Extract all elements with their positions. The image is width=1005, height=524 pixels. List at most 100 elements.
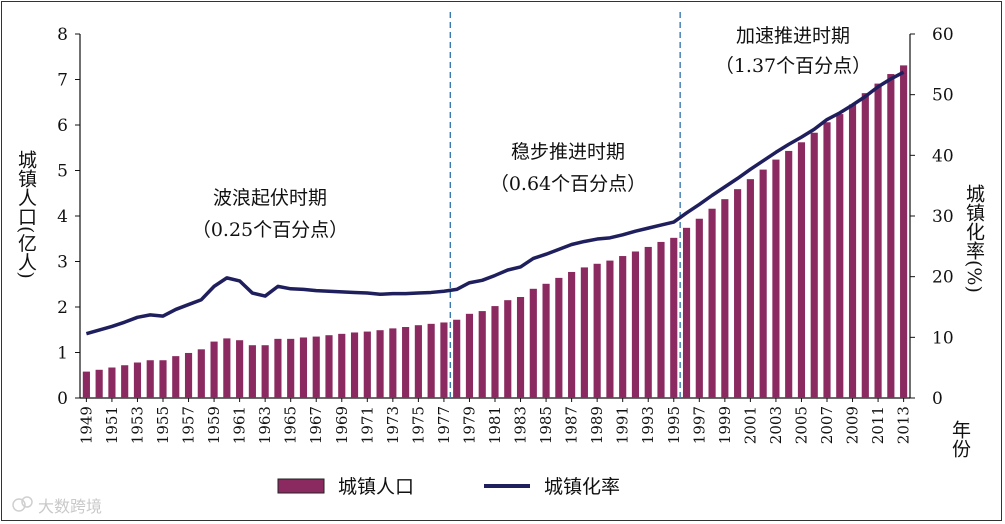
x-tick-label: 1999 (716, 406, 734, 444)
bar-1986 (555, 277, 563, 398)
x-tick-label: 1973 (384, 406, 402, 444)
bar-1953 (133, 362, 142, 398)
x-tick-label: 1955 (154, 406, 172, 444)
watermark-logo-icon-2 (21, 496, 33, 508)
x-tick-label: 1977 (435, 406, 453, 444)
bar-1954 (146, 360, 154, 398)
x-tick-label: 1981 (486, 406, 504, 444)
bar-1985 (542, 283, 550, 398)
bar-1955 (159, 360, 167, 398)
bar-1973 (389, 328, 397, 398)
bar-1950 (95, 369, 103, 398)
x-tick-label: 1975 (409, 406, 427, 444)
x-tick-label: 1963 (256, 406, 274, 444)
bar-1996 (682, 227, 691, 398)
x-tick-label: 2005 (792, 406, 810, 444)
bar-1972 (376, 330, 384, 398)
annotation-3-sub: （1.37个百分点） (715, 55, 871, 77)
bar-1971 (363, 331, 371, 398)
bar-1960 (223, 338, 231, 398)
bar-1981 (491, 306, 499, 398)
bar-1968 (325, 335, 333, 398)
annotation-1-title: 波浪起伏时期 (213, 187, 327, 209)
left-tick-label: 1 (57, 344, 68, 364)
period-dividers (449, 12, 681, 398)
bar-1983 (516, 296, 525, 398)
bar-1994 (657, 241, 665, 398)
x-tick-label: 1995 (665, 406, 683, 444)
x-tick-label: 1953 (128, 406, 146, 444)
bar-1989 (593, 263, 601, 398)
right-tick-label: 60 (932, 25, 954, 45)
x-tick-label: 1965 (282, 406, 300, 444)
bar-1984 (529, 288, 537, 398)
bar-1988 (580, 267, 588, 398)
x-tick-label: 1971 (358, 406, 376, 444)
bar-1963 (261, 345, 269, 398)
bar-2010 (861, 93, 869, 399)
watermark-logo-icon (12, 498, 26, 512)
bar-1997 (695, 218, 703, 398)
x-tick-label: 1993 (639, 406, 657, 444)
bar-1990 (606, 260, 614, 398)
legend-bar-label: 城镇人口 (338, 476, 414, 498)
bar-1965 (287, 338, 295, 398)
bar-2012 (887, 74, 895, 398)
x-tick-label: 1991 (614, 406, 632, 444)
x-tick-label: 1969 (333, 406, 351, 444)
x-tick-label: 1961 (231, 406, 249, 444)
watermark: 大数跨境 (12, 496, 102, 516)
bar-1978 (453, 319, 461, 398)
left-tick-label: 2 (57, 298, 68, 318)
bar-1992 (631, 251, 640, 398)
x-tick-label: 1989 (588, 406, 606, 444)
bar-1979 (465, 313, 474, 398)
bar-2009 (848, 104, 857, 399)
x-tick-label: 2009 (844, 406, 862, 444)
line-group (85, 70, 905, 336)
bar-1977 (440, 322, 448, 398)
annotation-3-title: 加速推进时期 (736, 25, 850, 47)
x-tick-label: 1997 (690, 406, 708, 444)
x-tick-label: 1987 (563, 406, 581, 444)
left-tick-label: 5 (57, 162, 68, 182)
bar-1974 (402, 327, 410, 398)
left-tick-label: 8 (57, 25, 68, 45)
bar-1993 (644, 246, 652, 398)
bar-1951 (108, 367, 116, 398)
bar-1957 (184, 352, 193, 398)
bar-1999 (721, 199, 729, 398)
bar-1970 (350, 332, 359, 398)
bar-1949 (82, 371, 90, 398)
bar-1961 (236, 340, 244, 398)
annotation-1-sub: （0.25个百分点） (192, 219, 348, 241)
annotation-2-sub: （0.64个百分点） (490, 173, 646, 195)
right-tick-label: 50 (932, 86, 954, 106)
x-tick-label: 2003 (767, 406, 785, 444)
x-tick-label: 1957 (180, 406, 198, 444)
x-tick-label: 2001 (741, 406, 759, 444)
bar-2006 (810, 132, 818, 399)
left-axis-label: 城镇人口(亿人) (15, 150, 37, 279)
bar-2013 (900, 65, 908, 398)
x-tick-label: 1979 (460, 406, 478, 444)
x-tick-label: 1967 (307, 406, 325, 444)
bar-1991 (619, 256, 627, 398)
bar-2002 (759, 169, 767, 398)
right-tick-label: 20 (932, 268, 954, 288)
bar-1975 (414, 325, 422, 398)
annotation-2-title: 稳步推进时期 (511, 141, 625, 163)
bar-1982 (504, 300, 512, 398)
x-tick-label: 2013 (895, 406, 913, 444)
bar-2007 (823, 122, 831, 399)
bar-2005 (797, 142, 806, 398)
right-tick-label: 30 (932, 207, 954, 227)
bar-2000 (734, 189, 742, 398)
bar-1958 (197, 349, 205, 398)
right-tick-label: 10 (932, 328, 954, 348)
bar-1998 (708, 208, 716, 398)
left-tick-label: 0 (57, 389, 68, 409)
left-ticks: 0 1 2 3 4 5 6 7 8 (57, 25, 80, 409)
